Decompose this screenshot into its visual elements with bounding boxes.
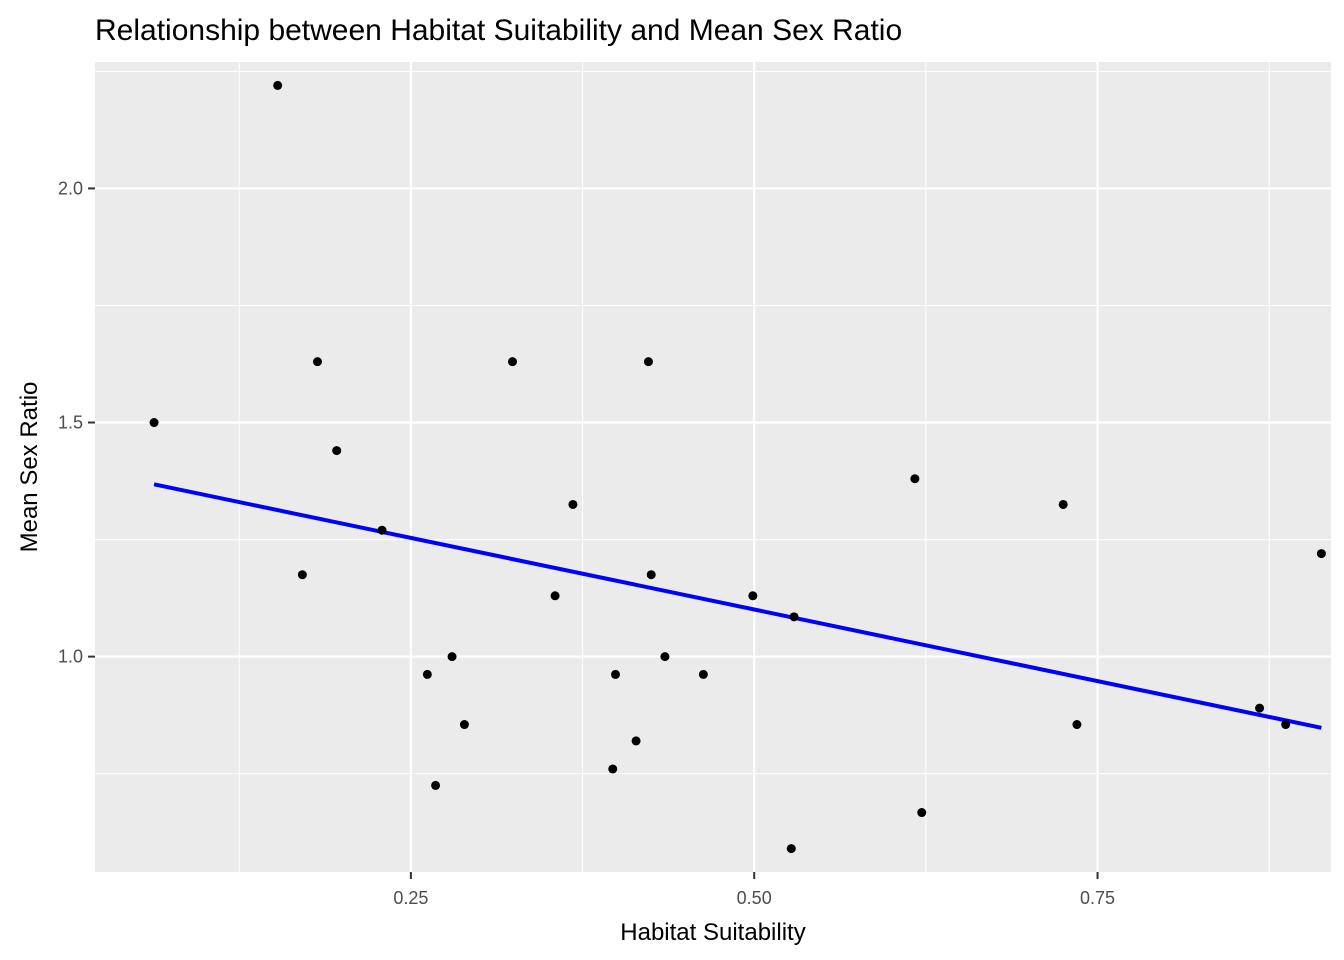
y-tick-label: 2.0 (58, 178, 83, 198)
major-gridlines (95, 62, 1331, 872)
data-point (459, 720, 469, 730)
x-axis-ticks: 0.25 0.50 0.75 (393, 872, 1115, 908)
data-point (550, 591, 560, 601)
data-point (273, 80, 283, 90)
data-point (312, 357, 322, 367)
data-point (1255, 703, 1265, 713)
y-axis-title: Mean Sex Ratio (16, 382, 43, 553)
data-point (786, 844, 796, 854)
data-point (1281, 720, 1291, 730)
trend-line-group (153, 482, 1322, 730)
data-point (297, 570, 307, 580)
data-point (631, 736, 641, 746)
plot-panel (95, 62, 1331, 872)
data-point (660, 652, 670, 662)
y-axis-ticks: 1.0 1.5 2.0 (58, 178, 95, 667)
data-point (431, 780, 441, 790)
minor-gridlines (95, 62, 1331, 872)
data-point (568, 499, 578, 509)
data-point (789, 612, 799, 622)
data-point (643, 357, 653, 367)
x-tick-label: 0.25 (393, 888, 428, 908)
chart-title: Relationship between Habitat Suitability… (95, 14, 902, 47)
data-point (1058, 499, 1068, 509)
data-point (422, 669, 432, 679)
data-point (332, 446, 342, 456)
data-point (698, 669, 708, 679)
data-point (610, 669, 620, 679)
data-point (917, 808, 927, 818)
trend-line (153, 482, 1322, 730)
data-points (149, 80, 1326, 854)
data-point (447, 652, 457, 662)
data-point (608, 764, 618, 774)
data-point (910, 474, 920, 484)
data-point (748, 591, 758, 601)
x-tick-label: 0.75 (1080, 888, 1115, 908)
x-axis-title: Habitat Suitability (620, 919, 805, 946)
data-point (1072, 720, 1082, 730)
y-tick-label: 1.0 (58, 647, 83, 667)
data-point (1316, 549, 1326, 559)
data-point (507, 357, 517, 367)
data-point (149, 418, 159, 428)
y-tick-label: 1.5 (58, 413, 83, 433)
data-point (377, 525, 387, 535)
data-point (646, 570, 656, 580)
x-tick-label: 0.50 (737, 888, 772, 908)
